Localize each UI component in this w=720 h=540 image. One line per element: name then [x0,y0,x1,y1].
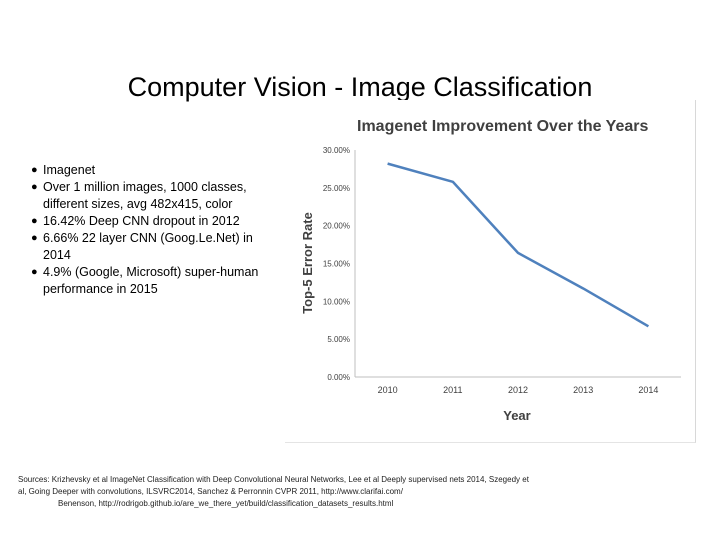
y-tick-label: 5.00% [327,335,350,344]
bullet-text: 16.42% Deep CNN dropout in 2012 [43,214,240,228]
x-axis-label: Year [503,408,530,423]
sources-line: al, Going Deeper with convolutions, ILSV… [18,487,403,496]
slide-title: Computer Vision - Image Classification [127,72,593,102]
bullet-dot-icon: ● [31,181,38,193]
bullet-text: Imagenet [43,163,96,177]
y-tick-label: 10.00% [323,297,350,306]
y-tick-label: 0.00% [327,373,350,382]
x-tick-label: 2013 [573,385,593,395]
bullet-text: 6.66% 22 layer CNN (Goog.Le.Net) in 2014 [43,231,253,262]
bullet-item: ● Imagenet [26,162,276,179]
bullet-dot-icon: ● [31,215,38,227]
y-tick-label: 15.00% [323,260,350,269]
bullet-text: Over 1 million images, 1000 classes, dif… [43,180,247,211]
x-tick-label: 2010 [378,385,398,395]
error-rate-series-line [387,162,650,328]
sources-line: Benenson, http://rodrigob.github.io/are_… [58,499,394,508]
bullet-text: 4.9% (Google, Microsoft) super-human per… [43,265,259,296]
sources-footnote: Sources: Krizhevsky et al ImageNet Class… [18,474,708,510]
y-tick-label: 30.00% [323,146,350,155]
bullet-list: ● Imagenet ● Over 1 million images, 1000 c… [26,162,276,298]
bullet-item: ● 4.9% (Google, Microsoft) super-human pe… [26,264,276,298]
bullet-item: ● Over 1 million images, 1000 classes, di… [26,179,276,213]
x-tick-label: 2011 [443,385,462,395]
bullet-dot-icon: ● [31,266,38,278]
x-tick-label: 2012 [508,385,528,395]
y-tick-label: 20.00% [323,222,350,231]
bullet-dot-icon: ● [31,232,38,244]
sources-line: Sources: Krizhevsky et al ImageNet Class… [18,475,529,484]
chart-svg: Imagenet Improvement Over the Years Top-… [300,118,681,423]
bullet-item: ● 16.42% Deep CNN dropout in 2012 [26,213,276,230]
bullet-dot-icon: ● [31,164,38,176]
x-tick-label: 2014 [638,385,658,395]
y-axis-label: Top-5 Error Rate [300,212,315,314]
bullet-item: ● 6.66% 22 layer CNN (Goog.Le.Net) in 201… [26,230,276,264]
chart-title: Imagenet Improvement Over the Years [357,118,648,135]
error-rate-chart: Imagenet Improvement Over the Years Top-… [285,100,696,443]
y-tick-label: 25.00% [323,184,350,193]
